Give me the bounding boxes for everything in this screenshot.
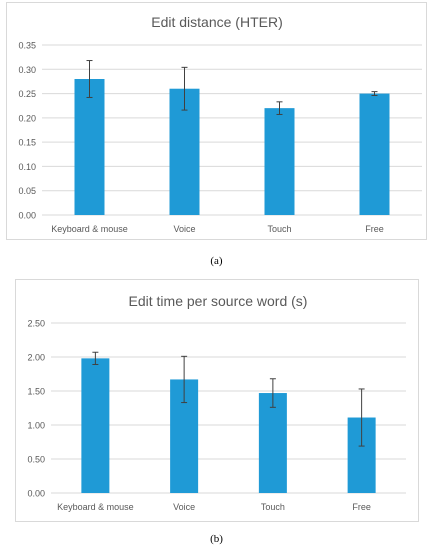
bar (264, 108, 295, 215)
y-tick-label: 0.00 (18, 211, 36, 221)
y-tick-label: 0.25 (18, 89, 36, 99)
y-tick-label: 0.35 (18, 41, 36, 51)
y-tick-label: 0.30 (18, 65, 36, 75)
y-tick-label: 0.10 (18, 162, 36, 172)
figure-caption: (b) (210, 533, 223, 545)
x-tick-label: Free (365, 224, 384, 234)
chart-svg: Edit distance (HTER) 0.00 0.05 0.10 0.15 0.20… (18, 14, 422, 234)
bar (81, 358, 110, 493)
y-tick-label: 1.50 (27, 387, 45, 397)
bar (359, 93, 390, 215)
x-tick-label: Keyboard & mouse (51, 224, 128, 234)
x-tick-label: Touch (261, 502, 285, 512)
figure-caption: (a) (210, 255, 223, 267)
chart-frame: Edit time per source word (s) 0.00 0.50 1.0… (15, 279, 419, 522)
chart-svg: Edit time per source word (s) 0.00 0.50 1.0… (27, 293, 406, 512)
y-tick-label: 0.20 (18, 113, 36, 123)
chart-frame: Edit distance (HTER) 0.00 0.05 0.10 0.15 0.20… (6, 2, 427, 240)
bar (258, 393, 287, 493)
chart-panel-b: Edit time per source word (s) 0.00 0.50 1.0… (0, 275, 433, 550)
y-tick-label: 2.00 (27, 353, 45, 363)
x-tick-label: Keyboard & mouse (57, 502, 134, 512)
x-tick-label: Touch (267, 224, 291, 234)
x-tick-label: Voice (173, 502, 195, 512)
y-tick-label: 0.00 (27, 489, 45, 499)
chart-title: Edit time per source word (s) (129, 293, 308, 309)
x-tick-label: Voice (173, 224, 195, 234)
x-tick-label: Free (352, 502, 371, 512)
y-tick-label: 0.05 (18, 186, 36, 196)
bar (74, 79, 105, 215)
y-tick-label: 2.50 (27, 319, 45, 329)
y-tick-label: 0.50 (27, 455, 45, 465)
y-tick-label: 0.15 (18, 138, 36, 148)
y-tick-label: 1.00 (27, 421, 45, 431)
chart-title: Edit distance (HTER) (151, 14, 282, 30)
chart-panel-a: Edit distance (HTER) 0.00 0.05 0.10 0.15 0.20… (6, 2, 427, 267)
